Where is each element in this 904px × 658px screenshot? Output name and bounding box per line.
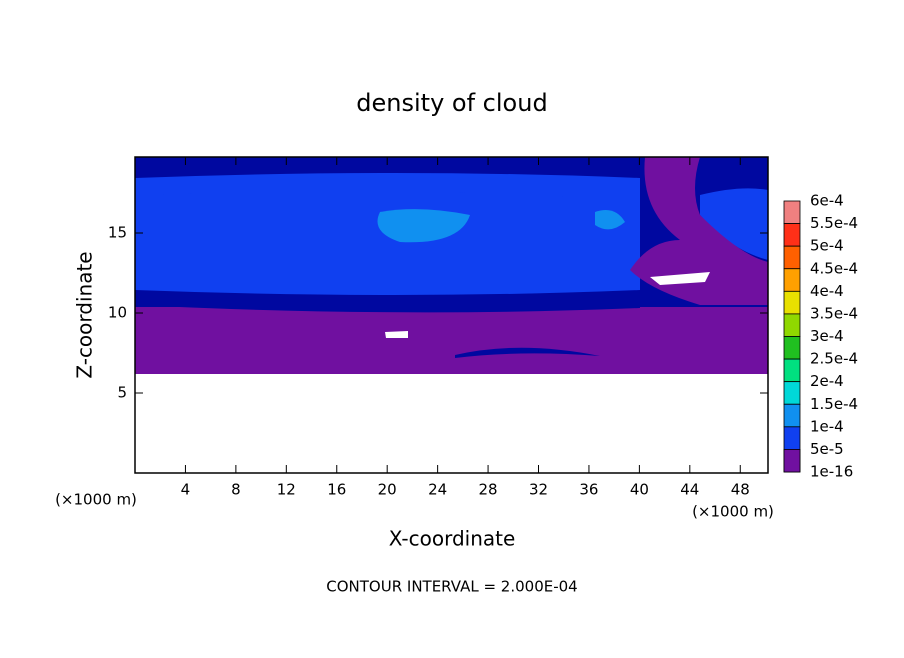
- colorbar-label: 1e-4: [810, 417, 844, 435]
- contour-region: [455, 347, 600, 358]
- colorbar-label: 3.5e-4: [810, 304, 858, 322]
- colorbar-label: 4.5e-4: [810, 259, 858, 277]
- contour-region: [377, 209, 470, 243]
- colorbar-box: [783, 336, 801, 360]
- x-unit: (×1000 m): [692, 503, 774, 521]
- colorbar-label: 1.5e-4: [810, 395, 858, 413]
- contour-region: [700, 188, 768, 260]
- contour-field: [135, 157, 768, 473]
- x-tick-label: 40: [630, 481, 649, 499]
- x-tick-label: 8: [231, 481, 241, 499]
- colorbar-box: [783, 313, 801, 337]
- footer: CONTOUR INTERVAL = 2.000E-04: [326, 578, 577, 596]
- colorbar-box: [783, 381, 801, 405]
- x-tick-label: 4: [181, 481, 191, 499]
- colorbar-box: [783, 245, 801, 270]
- colorbar-label: 3e-4: [810, 327, 844, 345]
- contour-region: [595, 209, 625, 230]
- colorbar-label: 6e-4: [810, 192, 844, 210]
- y-axis-label: Z-coordinate: [73, 251, 97, 378]
- gap: [135, 374, 768, 473]
- contour-region: [135, 293, 640, 313]
- colorbar-label: 1e-16: [810, 463, 853, 481]
- colorbar-label: 4e-4: [810, 282, 844, 300]
- colorbar-label: 2e-4: [810, 372, 844, 390]
- colorbar-box: [783, 268, 801, 292]
- x-axis-label: X-coordinate: [389, 527, 516, 551]
- chart-title: density of cloud: [356, 89, 547, 117]
- y-tick-label: 5: [117, 384, 127, 402]
- x-tick-label: 32: [529, 481, 548, 499]
- colorbar-box: [783, 200, 801, 224]
- y-tick-label: 10: [108, 304, 127, 322]
- x-tick-label: 24: [428, 481, 447, 499]
- contour-region: [135, 305, 768, 375]
- colorbar-label: 2.5e-4: [810, 350, 858, 368]
- x-tick-label: 28: [479, 481, 498, 499]
- colorbar-box: [783, 403, 801, 428]
- colorbar-box: [783, 358, 801, 383]
- colorbar-label: 5e-5: [810, 440, 844, 458]
- contour-region: [630, 157, 768, 305]
- colorbar-label: 5.5e-4: [810, 214, 858, 232]
- y-tick-label: 15: [108, 224, 127, 242]
- x-tick-label: 44: [680, 481, 699, 499]
- colorbar-box: [783, 223, 801, 247]
- x-tick-label: 48: [731, 481, 750, 499]
- colorbar-box: [783, 290, 801, 315]
- x-tick-label: 12: [277, 481, 296, 499]
- y-unit: (×1000 m): [55, 491, 137, 509]
- plot-frame: [134, 156, 769, 474]
- colorbar-bottom: [783, 449, 801, 473]
- colorbar-label: 5e-4: [810, 237, 844, 255]
- gap: [650, 272, 710, 285]
- gap: [385, 331, 408, 338]
- x-tick-label: 36: [579, 481, 598, 499]
- x-tick-label: 20: [378, 481, 397, 499]
- x-tick-label: 16: [327, 481, 346, 499]
- colorbar-box: [783, 426, 801, 450]
